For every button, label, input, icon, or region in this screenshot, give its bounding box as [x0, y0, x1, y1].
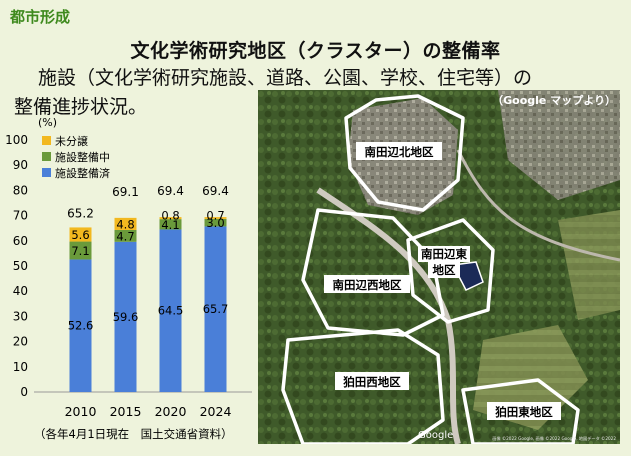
- aerial-map: 南田辺北地区 南田辺東地区 南田辺西地区 狛田西地区 狛田東地区 （Google…: [258, 90, 620, 444]
- legend-swatch: [42, 168, 51, 177]
- y-tick-label: 10: [13, 360, 28, 374]
- area-label-minamitanabe-higashi: 南田辺東地区: [421, 247, 467, 277]
- data-label: 4.8: [116, 217, 134, 231]
- data-label: 4.7: [116, 229, 134, 243]
- area-label-komada-higashi: 狛田東地区: [494, 405, 553, 419]
- y-tick-label: 50: [13, 259, 28, 273]
- total-label: 65.2: [67, 207, 94, 221]
- legend-swatch: [42, 152, 51, 161]
- y-tick-label: 90: [13, 158, 28, 172]
- y-tick-label: 20: [13, 335, 28, 349]
- x-tick-label: 2010: [65, 404, 97, 419]
- map-source-note: （Google マップより）: [492, 93, 616, 107]
- data-label: 59.6: [113, 310, 139, 324]
- data-label: 65.7: [203, 302, 229, 316]
- bar-segment: [114, 229, 137, 242]
- x-tick-label: 2020: [155, 404, 187, 419]
- bar-segment: [159, 219, 182, 230]
- data-label: 7.1: [71, 244, 89, 258]
- data-label: 0.8: [161, 209, 179, 223]
- bar-segment: [204, 226, 227, 392]
- bar-segment: [69, 259, 92, 392]
- bar-segment: [114, 217, 137, 230]
- data-label: 64.5: [158, 304, 184, 318]
- total-label: 69.1: [112, 185, 139, 199]
- y-tick-label: 60: [13, 234, 28, 248]
- x-tick-label: 2024: [200, 404, 232, 419]
- category-heading: 都市形成: [10, 8, 71, 26]
- x-axis-labels: 2010 2015 2020 2024: [65, 404, 232, 419]
- area-label-minamitanabe-nishi: 南田辺西地区: [333, 278, 402, 292]
- y-tick-label: 40: [13, 284, 28, 298]
- bar-segment: [204, 217, 227, 219]
- outline-minamitanabe-kita: [344, 94, 465, 212]
- legend-label: 施設整備中: [55, 150, 110, 164]
- data-label: 3.0: [206, 216, 224, 230]
- outline-minamitanabe-higashi: [406, 218, 495, 324]
- bar-segment: [69, 241, 92, 260]
- outline-minamitanabe-nishi: [301, 208, 445, 337]
- legend-swatch: [42, 136, 51, 145]
- bar-segment: [204, 218, 227, 227]
- y-tick-label: 0: [20, 385, 28, 399]
- description-line-2: 整備進捗状況。: [14, 96, 148, 118]
- chart-note: （各年4月1日現在 国土交通省資料）: [34, 427, 233, 441]
- map-credit: 画像 ©2022 Google, 画像 ©2022 Google, 地図データ …: [492, 435, 616, 442]
- bar-segment: [69, 227, 92, 242]
- area-label-komada-nishi: 狛田西地区: [342, 375, 401, 389]
- bars: 52.6 7.1 5.6 65.2 59.6 4.74.8 69.1 64.5 4.10.8 69…: [67, 184, 229, 392]
- total-label: 69.4: [202, 184, 229, 198]
- bar-segment: [114, 241, 137, 392]
- bar-segment: [159, 229, 182, 392]
- data-label: 5.6: [71, 228, 89, 242]
- legend-label: 施設整備済: [55, 166, 110, 180]
- y-tick-label: 30: [13, 309, 28, 323]
- data-label: 4.1: [161, 218, 179, 232]
- y-axis-unit: (%): [38, 116, 57, 129]
- legend-label: 未分譲: [55, 134, 88, 148]
- x-tick-label: 2015: [110, 404, 142, 419]
- data-label: 0.7: [206, 208, 224, 222]
- google-watermark: Google: [418, 430, 453, 441]
- y-tick-label: 70: [13, 209, 28, 223]
- outline-komada-nishi: [281, 328, 445, 444]
- y-tick-label: 80: [13, 183, 28, 197]
- outline-komada-higashi: [461, 378, 580, 444]
- total-label: 69.4: [157, 184, 184, 198]
- y-tick-label: 100: [5, 133, 28, 147]
- development-rate-chart: (%) 0 10 20 30 40 50 60 70 80 90 100 未分譲施設整備中施設整備済…: [5, 116, 252, 441]
- area-label-minamitanabe-kita: 南田辺北地区: [365, 145, 434, 159]
- bar-segment: [159, 217, 182, 220]
- y-axis-ticks: 0 10 20 30 40 50 60 70 80 90 100: [5, 133, 252, 399]
- data-label: 52.6: [68, 319, 94, 333]
- page-title: 文化学術研究地区（クラスター）の整備率: [130, 40, 501, 62]
- description-line-1: 施設（文化学術研究施設、道路、公園、学校、住宅等）の: [38, 67, 533, 89]
